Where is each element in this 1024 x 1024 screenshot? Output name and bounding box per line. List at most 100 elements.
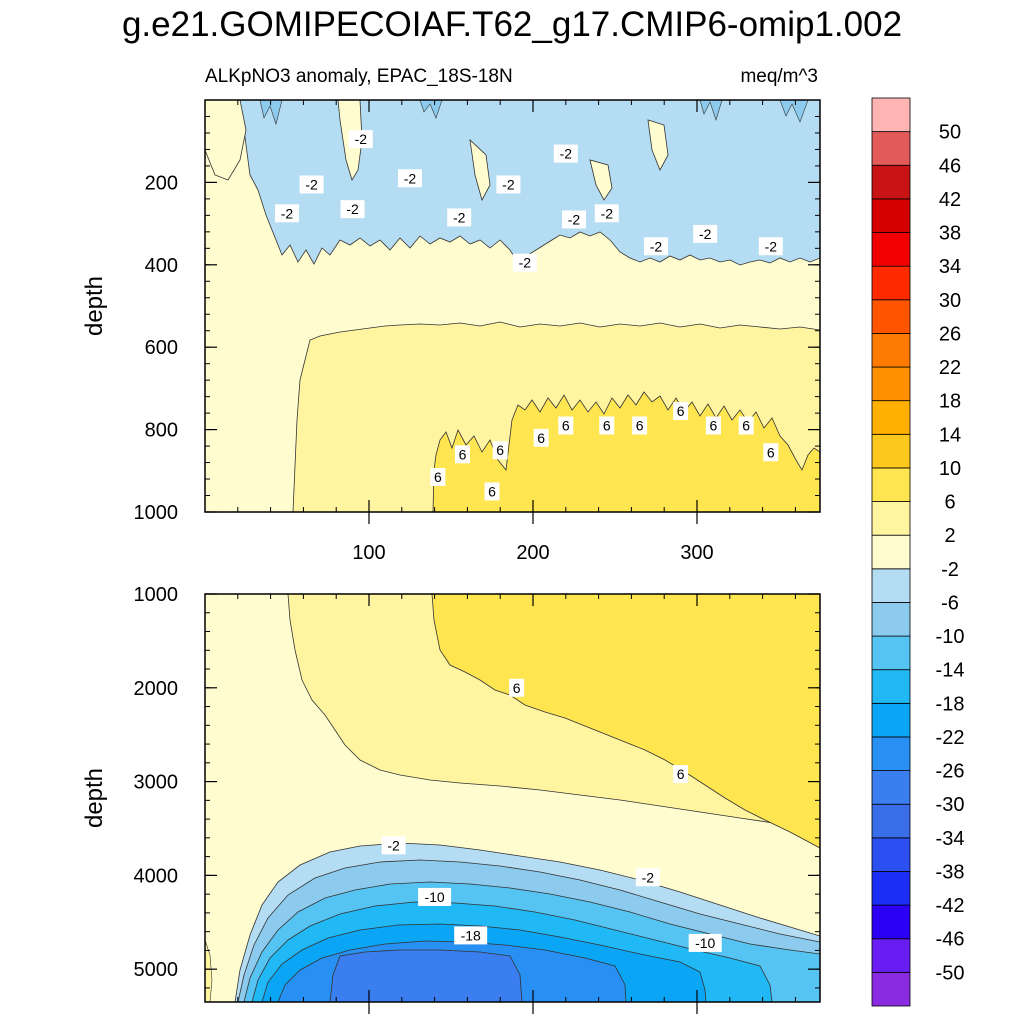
lower-ylabel: depth <box>81 768 108 828</box>
lower-y-tick-label: 4000 <box>134 865 179 887</box>
upper-contour-label-bg <box>398 169 422 188</box>
lower-contour-label-bg <box>635 868 660 887</box>
upper-contour-label: -2 <box>355 131 368 147</box>
upper-fill-minus2-lens-a <box>205 100 247 181</box>
upper-contour-label-bg <box>705 416 721 435</box>
lower-y-tick-label: 2000 <box>134 678 179 700</box>
colorbar-box <box>871 702 911 738</box>
upper-x-tick-label: 300 <box>680 542 713 564</box>
upper-contour-label-bg <box>447 208 472 227</box>
upper-contour-label: 6 <box>496 442 504 458</box>
upper-left-label: ALKpNO3 anomaly, EPAC_18S-18N <box>205 66 513 87</box>
colorbar-box <box>871 803 911 839</box>
colorbar-box <box>871 736 911 771</box>
colorbar-box <box>871 467 911 502</box>
upper-y-tick-label: 600 <box>145 337 178 359</box>
upper-contour-label: -2 <box>699 226 712 242</box>
colorbar-box <box>871 131 911 166</box>
colorbar-label: 10 <box>939 458 961 480</box>
lower-y-tick-label: 5000 <box>134 959 179 981</box>
colorbar-box <box>871 164 911 200</box>
upper-contour-label: 6 <box>710 417 718 433</box>
upper-y-tick-label: 1000 <box>134 502 179 524</box>
upper-contour-labels: -2 -2 -2 -2 -2 -2 -2 -2 -2 -2 -2 -2 -2 -2 6 6 6 6 6 6 6 6 6 6 6 6 <box>275 130 783 501</box>
colorbar-label: -14 <box>936 660 965 682</box>
lower-fill-6-to-10 <box>431 594 820 849</box>
upper-fill-minus2-lens-c <box>469 138 491 202</box>
colorbar-box <box>871 669 911 704</box>
colorbar-label: 18 <box>939 391 961 413</box>
lower-fill-left-edge <box>205 939 213 1002</box>
colorbar-box <box>871 333 911 368</box>
upper-contour-label-bg <box>673 402 689 421</box>
lower-fill-minus26 <box>329 949 523 1002</box>
upper-contour-label: -2 <box>281 205 294 221</box>
colorbar-box <box>871 265 911 301</box>
colorbar-box <box>871 568 911 603</box>
upper-contour-label: -2 <box>765 238 778 254</box>
colorbar-box <box>871 232 911 267</box>
lower-y-tick-label: 3000 <box>134 772 179 794</box>
upper-contour-label-bg <box>512 253 537 272</box>
colorbar-label: -30 <box>936 794 965 816</box>
upper-contour-label-bg <box>430 467 446 486</box>
upper-contour-label-bg <box>738 416 754 435</box>
colorbar-label: -22 <box>936 727 965 749</box>
colorbar-box <box>871 971 911 1007</box>
colorbar-label: 50 <box>939 122 961 144</box>
upper-contour-label-bg <box>533 428 549 447</box>
lower-contour-label-bg <box>381 836 406 855</box>
upper-contour-label-bg <box>340 200 365 219</box>
lower-contour-label-bg <box>509 678 525 697</box>
lower-contour-label: -10 <box>424 889 444 905</box>
upper-contour-label: 6 <box>677 403 685 419</box>
upper-contour-label: 6 <box>767 444 775 460</box>
colorbar-box <box>871 837 911 872</box>
colorbar-box <box>871 635 911 671</box>
colorbar-label: 34 <box>939 256 961 278</box>
colorbar-box <box>871 433 911 469</box>
colorbar-label: -6 <box>941 592 959 614</box>
upper-ylabel: depth <box>81 276 108 336</box>
lower-contour-label: 6 <box>513 680 521 696</box>
upper-fill-minus6-flecks <box>259 100 809 126</box>
upper-contour-label-bg <box>599 416 615 435</box>
colorbar-box <box>871 770 911 805</box>
upper-contour-label-bg <box>562 210 586 229</box>
upper-panel: ALKpNO3 anomaly, EPAC_18S-18N meq/m^3 -2… <box>81 66 821 564</box>
upper-contour-label-bg <box>758 237 783 256</box>
colorbar-box <box>871 602 911 637</box>
colorbar-box <box>871 366 911 402</box>
upper-x-tick-label: 200 <box>516 542 549 564</box>
upper-contour-label-bg <box>275 204 299 223</box>
colorbar: -50-46-42-38-34-30-26-22-18-14-10-6-2261… <box>871 97 965 1007</box>
upper-x-tick-label: 100 <box>352 542 385 564</box>
colorbar-label: 22 <box>939 357 961 379</box>
lower-axes: 1000 2000 3000 4000 5000 <box>134 584 820 1014</box>
upper-contour-label: -2 <box>502 176 515 192</box>
colorbar-box <box>871 904 911 940</box>
colorbar-label: -2 <box>941 559 959 581</box>
upper-contour-label-bg <box>644 237 668 256</box>
upper-contour-label-bg <box>492 441 508 460</box>
upper-contour-label: 6 <box>562 417 570 433</box>
upper-contour-label: 6 <box>636 417 644 433</box>
colorbar-label: -26 <box>936 761 965 783</box>
lower-contour-label: 6 <box>677 766 685 782</box>
lower-contour-label: -2 <box>642 869 655 885</box>
upper-contour-label: -2 <box>560 146 573 162</box>
colorbar-label: 42 <box>939 189 961 211</box>
upper-contour-field: -2 -2 -2 -2 -2 -2 -2 -2 -2 -2 -2 -2 -2 -2 6 6 6 6 6 6 6 6 6 6 6 6 <box>205 100 820 512</box>
colorbar-label: -38 <box>936 861 965 883</box>
colorbar-box <box>871 938 911 973</box>
colorbar-label: -10 <box>936 626 965 648</box>
upper-contour-label: -2 <box>453 209 466 225</box>
colorbar-label: -46 <box>936 929 965 951</box>
lower-contour-labels: 6 6 -2 -2 -10 -18 -10 <box>381 678 722 952</box>
colorbar-label: -18 <box>936 693 965 715</box>
upper-contour-label-bg <box>299 175 324 194</box>
upper-contour-label-bg <box>763 443 779 462</box>
colorbar-label: 30 <box>939 290 961 312</box>
lower-contour-label: -2 <box>387 837 400 853</box>
upper-contour-label-bg <box>594 204 619 223</box>
